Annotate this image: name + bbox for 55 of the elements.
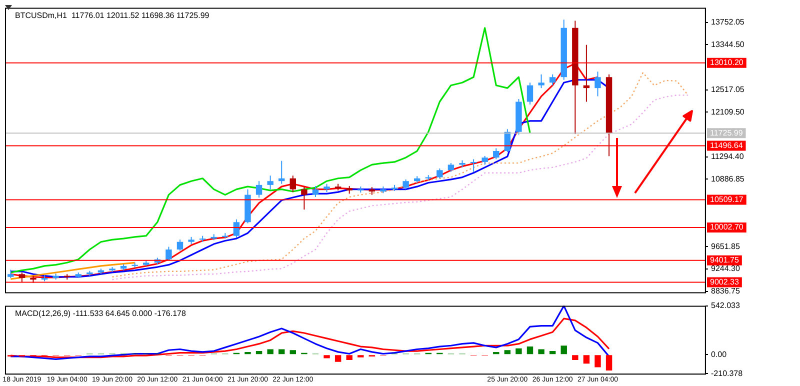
bar	[290, 350, 296, 354]
ref-line-label: 9401.75	[710, 256, 740, 265]
bar	[572, 355, 578, 360]
chart-title: MACD(12,26,9) -111.533 64.645 0.000 -176.178	[15, 309, 186, 318]
ref-line-label: 9002.33	[710, 277, 740, 286]
candlestick	[290, 175, 296, 193]
candlestick	[594, 71, 601, 97]
y-tick-label: 13752.05	[711, 18, 745, 26]
candlestick	[18, 272, 26, 283]
y-tick-label: 542.033	[711, 301, 740, 310]
ref-line-label: 10509.17	[710, 194, 744, 204]
candlestick	[402, 178, 409, 190]
y-tick-label: 8836.75	[711, 286, 740, 296]
ref-line-label: 11725.99	[710, 128, 744, 138]
y-tick-label: 12109.50	[711, 107, 745, 116]
candlestick	[166, 246, 172, 261]
bar	[594, 355, 601, 368]
bar	[560, 346, 567, 354]
ref-line-label: 10002.70	[710, 222, 744, 232]
candlestick	[312, 186, 319, 198]
candlestick	[436, 168, 443, 179]
candlestick	[301, 186, 308, 210]
bar	[606, 355, 612, 371]
chart-title: BTCUSDm,H1 11776.01 12011.52 11698.36 11725.99	[15, 11, 210, 20]
bar	[244, 352, 251, 354]
bar	[538, 349, 544, 354]
candlestick	[493, 148, 500, 160]
y-tick-label: -210.378	[711, 368, 744, 378]
y-tick-label: 12517.05	[711, 85, 745, 94]
bar	[504, 350, 511, 354]
bar	[278, 349, 285, 354]
bar	[583, 355, 590, 364]
candlestick	[267, 175, 274, 190]
candlestick	[176, 239, 184, 252]
bar	[324, 355, 330, 358]
candlestick	[549, 74, 556, 86]
y-tick-label: 11294.40	[711, 152, 744, 161]
candlestick	[538, 74, 544, 89]
bar	[256, 351, 262, 354]
y-tick-label: 9651.85	[711, 242, 740, 251]
bar	[516, 348, 522, 354]
candlestick	[256, 180, 262, 198]
bar	[334, 355, 342, 362]
y-tick-label: 13344.50	[711, 40, 745, 49]
candlestick	[526, 82, 534, 105]
bar	[346, 355, 352, 360]
y-tick-label: 9244.30	[711, 264, 740, 274]
bar	[267, 349, 274, 354]
y-tick-label: 10886.85	[711, 174, 745, 184]
y-tick-label: 0.00	[711, 350, 728, 359]
ref-line-label: 13010.20	[710, 58, 744, 68]
bar	[549, 351, 556, 354]
candlestick	[233, 218, 240, 238]
ref-line-label: 11496.64	[710, 140, 744, 150]
bar	[526, 346, 534, 354]
